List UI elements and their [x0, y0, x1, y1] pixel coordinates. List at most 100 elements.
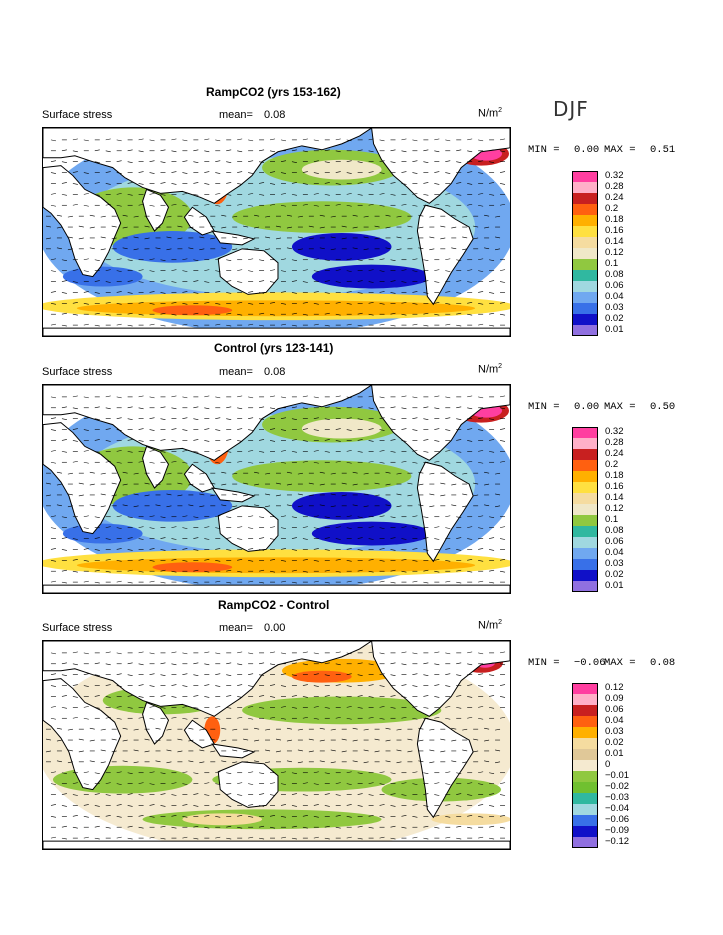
wind-stress-arrow [280, 291, 287, 293]
wind-stress-arrow [291, 161, 297, 163]
wind-stress-arrow [105, 183, 111, 185]
legend-entry: 0.28 [572, 437, 632, 449]
legend-swatch [572, 259, 598, 270]
wind-stress-arrow [456, 516, 462, 519]
wind-stress-arrow [182, 717, 188, 720]
wind-stress-arrow [319, 504, 325, 507]
land-outline [183, 206, 216, 236]
wind-stress-arrow [210, 750, 216, 753]
wind-stress-arrow [379, 836, 385, 839]
land-outline [142, 188, 170, 232]
wind-stress-arrow [346, 172, 352, 174]
wind-stress-arrow [346, 450, 352, 452]
wind-stress-arrow [254, 247, 260, 250]
legend-swatch [572, 738, 598, 749]
land-outline [183, 719, 216, 749]
wind-stress-arrow [313, 270, 319, 272]
wind-stress-arrow [237, 138, 243, 141]
wind-stress-arrow [495, 749, 501, 752]
wind-stress-arrow [221, 214, 227, 217]
wind-stress-arrow [291, 451, 297, 453]
wind-stress-arrow [182, 783, 188, 785]
panel-3-variable: Surface stress [42, 622, 113, 634]
wind-stress-arrow [50, 270, 57, 272]
wind-stress-arrow [122, 214, 128, 217]
wind-stress-arrow [226, 707, 232, 709]
wind-stress-arrow [368, 203, 374, 206]
wind-stress-arrow [83, 804, 89, 806]
legend-entry: 0.04 [572, 547, 632, 559]
wind-stress-arrow [94, 194, 100, 196]
wind-stress-arrow [346, 396, 352, 399]
wind-stress-arrow [456, 825, 462, 828]
wind-stress-arrow [182, 461, 188, 464]
wind-stress-arrow [215, 193, 221, 195]
wind-stress-arrow [155, 739, 161, 742]
field-contour [152, 305, 233, 316]
wind-stress-arrow [324, 324, 330, 327]
legend-entry: 0.01 [572, 748, 632, 760]
panel-3-min-label: MIN = [528, 657, 560, 669]
wind-stress-arrow [182, 685, 188, 687]
wind-stress-arrow [302, 150, 308, 153]
wind-stress-arrow [237, 183, 243, 185]
wind-stress-arrow [308, 237, 314, 240]
wind-stress-arrow [204, 782, 210, 784]
wind-stress-arrow [440, 237, 446, 240]
wind-stress-arrow [193, 537, 199, 539]
wind-stress-arrow [210, 494, 216, 497]
wind-stress-arrow [357, 516, 363, 519]
wind-stress-arrow [182, 303, 188, 305]
wind-stress-arrow [61, 707, 67, 709]
wind-stress-arrow [346, 291, 352, 293]
wind-stress-arrow [368, 428, 374, 430]
wind-stress-arrow [478, 783, 484, 785]
wind-stress-arrow [215, 652, 221, 655]
wind-stress-arrow [149, 560, 155, 562]
wind-stress-arrow [177, 738, 183, 741]
wind-stress-arrow [291, 324, 297, 327]
wind-stress-arrow [324, 439, 330, 441]
wind-stress-arrow [385, 214, 391, 217]
wind-stress-arrow [269, 313, 276, 316]
wind-stress-arrow [434, 794, 440, 796]
wind-stress-arrow [412, 771, 418, 774]
wind-stress-arrow [467, 203, 473, 206]
wind-stress-arrow [149, 450, 155, 452]
wind-stress-arrow [467, 302, 473, 304]
wind-stress-arrow [259, 581, 265, 584]
wind-stress-arrow [237, 815, 243, 817]
wind-stress-arrow [204, 696, 210, 698]
wind-stress-arrow [215, 706, 221, 708]
wind-stress-arrow [401, 313, 407, 316]
panel-3-max-value: 0.08 [650, 657, 676, 669]
wind-stress-arrow [368, 269, 374, 271]
wind-stress-arrow [111, 237, 117, 240]
wind-stress-arrow [412, 139, 418, 142]
wind-stress-arrow [302, 407, 308, 410]
wind-stress-arrow [171, 269, 177, 271]
wind-stress-arrow [243, 750, 249, 753]
wind-stress-arrow [89, 214, 95, 217]
wind-stress-arrow [61, 549, 67, 551]
wind-stress-arrow [215, 291, 221, 293]
wind-stress-arrow [269, 171, 276, 173]
wind-stress-arrow [160, 280, 166, 282]
wind-stress-arrow [94, 674, 100, 676]
wind-stress-arrow [499, 663, 506, 666]
wind-stress-arrow [248, 323, 254, 326]
wind-stress-arrow [105, 428, 111, 430]
wind-stress-arrow [324, 292, 330, 294]
wind-stress-arrow [127, 418, 133, 420]
wind-stress-arrow [182, 804, 188, 806]
wind-stress-arrow [456, 549, 462, 551]
wind-stress-arrow [462, 248, 468, 251]
wind-stress-arrow [379, 652, 385, 655]
wind-stress-arrow [324, 772, 330, 775]
wind-stress-arrow [155, 471, 161, 474]
wind-stress-arrow [434, 815, 440, 817]
wind-stress-arrow [67, 472, 73, 475]
wind-stress-arrow [50, 417, 57, 419]
wind-stress-arrow [445, 717, 451, 720]
